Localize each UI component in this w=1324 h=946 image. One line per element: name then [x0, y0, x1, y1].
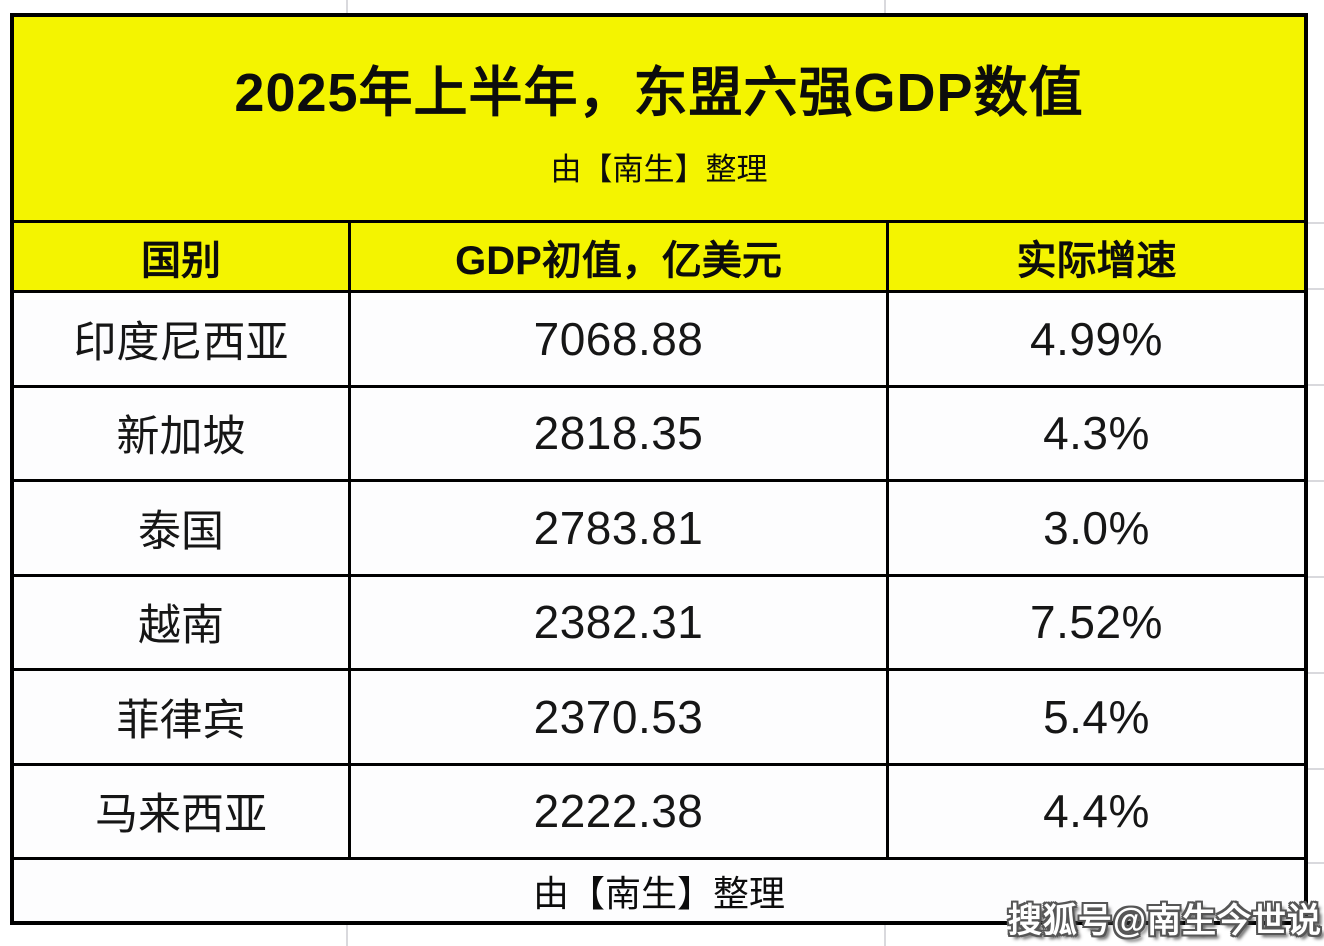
- table-footer-note: 由【南生】整理: [14, 857, 1304, 921]
- page-subtitle: 由【南生】整理: [550, 152, 768, 187]
- gridline: [884, 0, 886, 13]
- gridline: [1308, 768, 1324, 770]
- country-cell: 泰国: [138, 507, 224, 556]
- gridline: [346, 925, 348, 946]
- country-cell: 新加坡: [116, 413, 246, 462]
- table-row: 泰国 2783.81 3.0%: [14, 479, 1304, 574]
- gdp-cell: 2783.81: [348, 482, 886, 574]
- country-cell: 印度尼西亚: [73, 318, 289, 367]
- growth-cell: 4.4%: [886, 765, 1304, 857]
- column-header-country: 国别: [141, 238, 221, 283]
- sohu-watermark: 搜狐号@南生今世说: [1007, 902, 1322, 940]
- country-cell: 菲律宾: [116, 696, 246, 745]
- growth-cell: 4.99%: [886, 293, 1304, 385]
- table-row: 新加坡 2818.35 4.3%: [14, 384, 1304, 479]
- gridline: [1308, 480, 1324, 482]
- gridline: [346, 0, 348, 13]
- table-row: 马来西亚 2222.38 4.4%: [14, 762, 1304, 857]
- gdp-cell: 2382.31: [348, 576, 886, 668]
- country-cell: 越南: [138, 602, 224, 651]
- table-row: 菲律宾 2370.53 5.4%: [14, 668, 1304, 763]
- table-header-row: 国别 GDP初值，亿美元 实际增速: [14, 220, 1304, 290]
- column-header-growth: 实际增速: [886, 223, 1304, 290]
- gdp-cell: 2222.38: [348, 765, 886, 857]
- gridline: [884, 925, 886, 946]
- gridline: [1308, 576, 1324, 578]
- table-body: 印度尼西亚 7068.88 4.99% 新加坡 2818.35 4.3% 泰国 …: [14, 290, 1304, 857]
- gdp-cell: 7068.88: [348, 293, 886, 385]
- column-header-gdp: GDP初值，亿美元: [348, 223, 886, 290]
- gridline: [1308, 288, 1324, 290]
- gridline: [1308, 222, 1324, 224]
- country-cell: 马来西亚: [95, 791, 267, 840]
- page-title: 2025年上半年，东盟六强GDP数值: [234, 63, 1084, 123]
- title-block: 2025年上半年，东盟六强GDP数值 由【南生】整理: [14, 17, 1304, 220]
- gridline: [1308, 384, 1324, 386]
- gdp-cell: 2370.53: [348, 671, 886, 763]
- table-row: 印度尼西亚 7068.88 4.99%: [14, 290, 1304, 385]
- gridline: [1308, 672, 1324, 674]
- growth-cell: 3.0%: [886, 482, 1304, 574]
- gdp-table: 2025年上半年，东盟六强GDP数值 由【南生】整理 国别 GDP初值，亿美元 …: [10, 13, 1308, 925]
- gridline: [1308, 862, 1324, 864]
- growth-cell: 5.4%: [886, 671, 1304, 763]
- gdp-cell: 2818.35: [348, 387, 886, 479]
- table-row: 越南 2382.31 7.52%: [14, 573, 1304, 668]
- growth-cell: 4.3%: [886, 387, 1304, 479]
- growth-cell: 7.52%: [886, 576, 1304, 668]
